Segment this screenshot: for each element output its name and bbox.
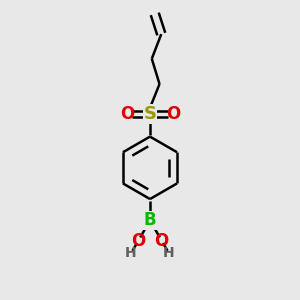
Text: O: O bbox=[131, 232, 146, 250]
Text: O: O bbox=[166, 105, 180, 123]
Text: H: H bbox=[163, 246, 175, 260]
Text: H: H bbox=[125, 246, 137, 260]
Text: O: O bbox=[120, 105, 134, 123]
Text: S: S bbox=[143, 105, 157, 123]
Text: B: B bbox=[144, 212, 156, 230]
Text: O: O bbox=[154, 232, 169, 250]
